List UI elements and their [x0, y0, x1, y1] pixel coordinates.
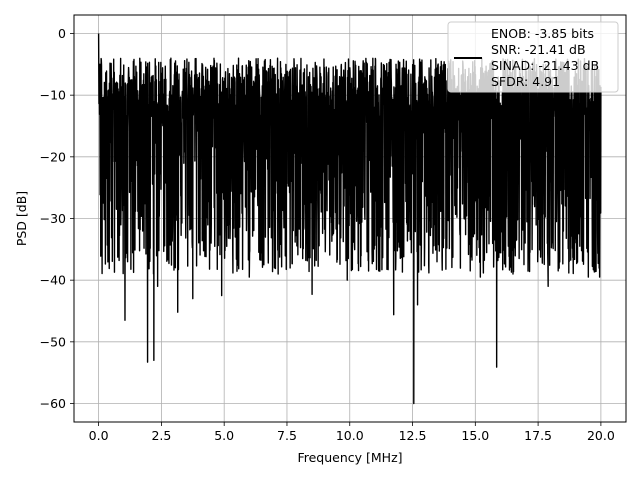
x-axis-label: Frequency [MHz]	[297, 450, 402, 465]
y-tick-label: −20	[40, 149, 66, 164]
legend-enob: ENOB: -3.85 bits	[491, 26, 594, 41]
legend-sfdr: SFDR: 4.91	[491, 74, 560, 89]
x-tick-label: 7.5	[277, 428, 297, 443]
legend-sinad: SINAD: -21.43 dB	[491, 58, 599, 73]
x-tick-label: 15.0	[461, 428, 489, 443]
y-tick-label: −30	[40, 211, 66, 226]
y-axis-label: PSD [dB]	[14, 191, 29, 246]
x-tick-label: 12.5	[399, 428, 427, 443]
y-ticks: 0 −10 −20 −30 −40 −50 −60	[40, 26, 74, 411]
legend-snr: SNR: -21.41 dB	[491, 42, 586, 57]
x-tick-label: 0.0	[89, 428, 109, 443]
x-tick-label: 10.0	[336, 428, 364, 443]
legend: ENOB: -3.85 bits SNR: -21.41 dB SINAD: -…	[447, 21, 619, 93]
legend-box	[447, 21, 619, 93]
y-tick-label: −50	[40, 334, 66, 349]
y-tick-label: −40	[40, 273, 66, 288]
y-tick-label: 0	[58, 26, 66, 41]
x-ticks: 0.0 2.5 5.0 7.5 10.0 12.5 15.0 17.5 20.0	[89, 422, 615, 443]
y-tick-label: −60	[40, 396, 66, 411]
x-tick-label: 20.0	[587, 428, 615, 443]
x-tick-label: 17.5	[524, 428, 552, 443]
y-tick-label: −10	[40, 88, 66, 103]
x-tick-label: 5.0	[214, 428, 234, 443]
x-tick-label: 2.5	[151, 428, 171, 443]
